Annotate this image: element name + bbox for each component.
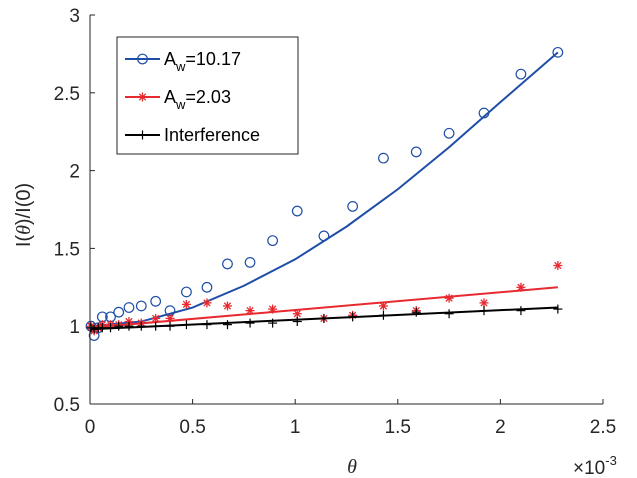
plot-area	[85, 46, 564, 341]
y-tick-label: 2.5	[54, 84, 80, 105]
legend-label-value: =2.03	[185, 87, 231, 107]
x-tick-label: 2	[495, 417, 506, 438]
series-1-data-point	[150, 295, 162, 307]
series-3-data-point	[516, 306, 526, 316]
x-tick-label: 1.5	[385, 417, 411, 438]
series-3-data-point	[348, 312, 358, 322]
series-3-data-point	[97, 323, 107, 333]
series-3-data-point	[411, 307, 421, 317]
x-exponent-base: ×10	[573, 458, 605, 478]
legend-marker	[138, 92, 147, 102]
y-tick-label: 0.5	[54, 395, 80, 416]
series-3-data-point	[319, 313, 329, 323]
legend-label-value: =10.17	[185, 49, 241, 69]
series-1-data-point	[181, 286, 192, 298]
series-3-data-point	[553, 304, 563, 314]
y-axis-label-symbol: θ	[13, 225, 35, 235]
series-3	[86, 304, 563, 334]
y-axis-label: I(θ)/I(0)	[13, 183, 35, 247]
series-2-data-point	[444, 293, 454, 303]
legend-label-main: A	[164, 49, 176, 69]
x-exponent-power: -3	[605, 453, 617, 468]
series-2	[86, 261, 563, 336]
legend-label-main: Interference	[164, 125, 260, 145]
series-3-data-point	[124, 321, 134, 331]
series-3-data-point	[165, 321, 175, 331]
series-1-data-point	[443, 127, 455, 139]
series-3-data-point	[378, 310, 388, 320]
series-2-data-point	[181, 299, 191, 309]
x-tick-label: 2.5	[590, 417, 616, 438]
series-3-data-point	[106, 323, 116, 333]
tick-labels: 0 0.5 1 1.5 2 2.50.511.522.53	[54, 6, 617, 438]
series-2-data-point	[222, 301, 232, 311]
series-2-data-point	[553, 261, 563, 271]
series-3-data-point	[222, 320, 232, 330]
legend-label-subscript: w	[175, 59, 186, 74]
series-1-data-point	[222, 258, 233, 270]
series-1-data-point	[552, 46, 564, 58]
y-tick-label: 1.5	[54, 239, 80, 260]
series-2-data-point	[516, 282, 526, 292]
series-3-data-point	[202, 320, 212, 330]
series-1-data-point	[291, 205, 303, 217]
series-1-data-point	[378, 152, 389, 164]
series-1-data-point	[201, 281, 213, 293]
x-axis-label: θ	[347, 456, 357, 478]
series-1-data-point	[515, 68, 527, 80]
series-3-data-point	[268, 318, 278, 328]
axes	[89, 14, 604, 405]
x-tick-label: 1	[290, 417, 301, 438]
series-3-data-point	[245, 318, 255, 328]
series-1-data-point	[478, 107, 490, 119]
legend-marker	[137, 53, 148, 65]
series-3-data-point	[151, 321, 161, 331]
series-2-data-point	[292, 309, 302, 319]
series-1-data-point	[135, 300, 147, 312]
series-1-data-point	[318, 230, 330, 242]
legend-label: Aw=2.03	[164, 87, 231, 112]
series-1-data-point	[410, 146, 422, 158]
series-2-data-point	[165, 313, 175, 323]
series-3-data-point	[292, 317, 302, 327]
series-3-data-point	[444, 309, 454, 319]
x-exponent-label: ×10-3	[573, 453, 617, 478]
series-3-data-point	[136, 321, 146, 331]
series-2-data-point	[202, 298, 212, 308]
legend-item-3: Interference	[125, 125, 260, 145]
series-1	[85, 46, 564, 341]
series-3-data-point	[181, 320, 191, 330]
y-axis-label-suffix: )/I(0)	[13, 183, 35, 225]
x-tick-label: 0.5	[179, 417, 205, 438]
series-2-data-point	[479, 298, 489, 308]
legend-label: Aw=10.17	[164, 49, 241, 74]
series-2-data-point	[151, 313, 161, 323]
y-tick-label: 1	[69, 317, 80, 338]
legend-item-1: Aw=10.17	[125, 49, 241, 74]
y-tick-label: 2	[69, 162, 80, 183]
series-2-data-point	[268, 304, 278, 314]
series-1-data-point	[113, 306, 125, 318]
y-axis-label-prefix: I(	[13, 235, 35, 248]
series-2-data-point	[245, 306, 255, 316]
legend-label-subscript: w	[175, 97, 186, 112]
y-tick-label: 3	[69, 6, 80, 27]
series-3-data-point	[114, 321, 124, 331]
series-2-data-point	[378, 301, 388, 311]
series-1-data-point	[123, 302, 135, 313]
x-tick-label: 0	[85, 417, 96, 438]
legend-label: Interference	[164, 125, 260, 145]
legend-label-main: A	[164, 87, 176, 107]
legend-item-2: Aw=2.03	[125, 87, 231, 112]
series-1-data-point	[267, 235, 279, 247]
series-1-data-point	[347, 200, 359, 212]
series-1-data-point	[244, 257, 256, 268]
series-3-data-point	[479, 306, 489, 316]
legend-marker	[138, 130, 147, 140]
